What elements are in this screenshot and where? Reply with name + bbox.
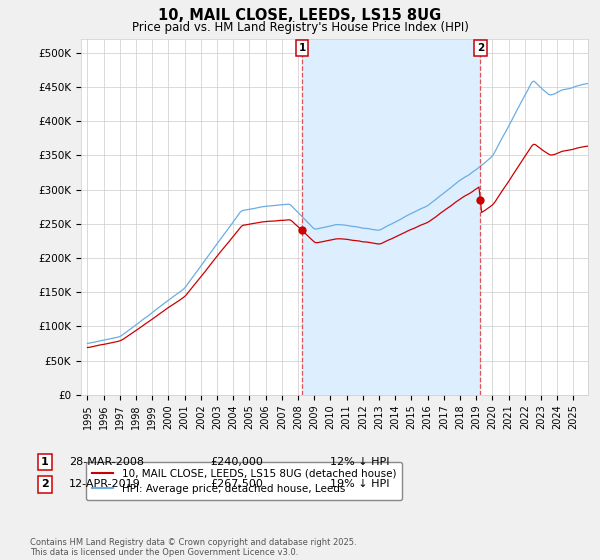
Legend: 10, MAIL CLOSE, LEEDS, LS15 8UG (detached house), HPI: Average price, detached h: 10, MAIL CLOSE, LEEDS, LS15 8UG (detache… bbox=[86, 462, 403, 500]
Text: 10, MAIL CLOSE, LEEDS, LS15 8UG: 10, MAIL CLOSE, LEEDS, LS15 8UG bbox=[158, 8, 442, 24]
Text: Price paid vs. HM Land Registry's House Price Index (HPI): Price paid vs. HM Land Registry's House … bbox=[131, 21, 469, 34]
Text: 1: 1 bbox=[41, 457, 49, 467]
Text: 12% ↓ HPI: 12% ↓ HPI bbox=[330, 457, 389, 467]
Text: 28-MAR-2008: 28-MAR-2008 bbox=[69, 457, 144, 467]
Text: £240,000: £240,000 bbox=[210, 457, 263, 467]
Text: 19% ↓ HPI: 19% ↓ HPI bbox=[330, 479, 389, 489]
Text: 12-APR-2019: 12-APR-2019 bbox=[69, 479, 141, 489]
Bar bbox=[302, 39, 480, 395]
Text: 1: 1 bbox=[298, 43, 306, 53]
Text: £267,500: £267,500 bbox=[210, 479, 263, 489]
Text: Contains HM Land Registry data © Crown copyright and database right 2025.
This d: Contains HM Land Registry data © Crown c… bbox=[30, 538, 356, 557]
Text: 2: 2 bbox=[41, 479, 49, 489]
Text: 2: 2 bbox=[476, 43, 484, 53]
